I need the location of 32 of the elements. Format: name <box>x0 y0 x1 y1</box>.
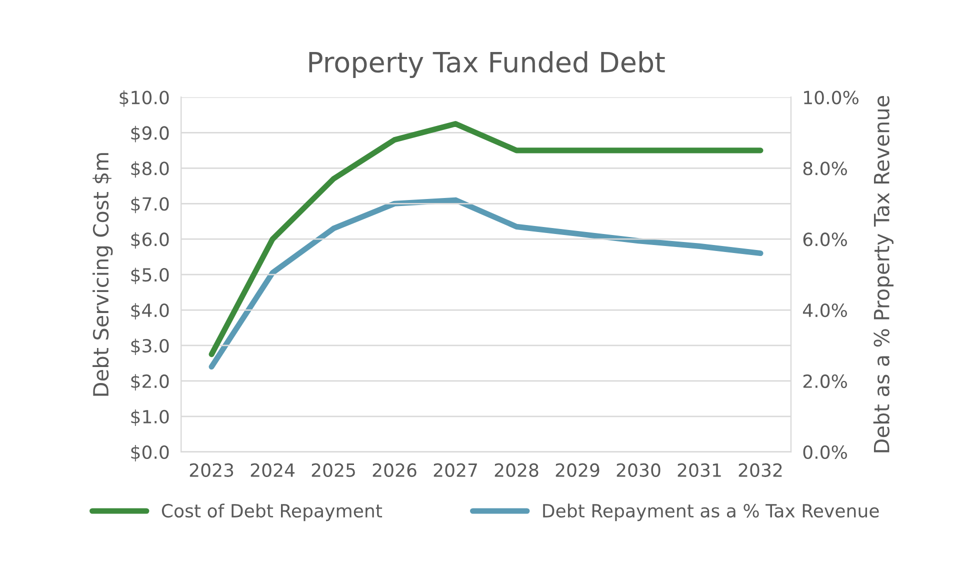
y-tick-label: $1.0 <box>131 410 169 426</box>
x-tick-label: 2024 <box>250 463 295 477</box>
y2-tick-label: 4.0% <box>802 303 847 318</box>
y-tick-label: $0.0 <box>131 445 169 462</box>
y-tick-label: $6.0 <box>131 232 169 249</box>
x-tick-label: 2030 <box>616 463 660 477</box>
chart-title: Property Tax Funded Debt <box>309 51 665 78</box>
y2-tick-label: 8.0% <box>803 162 847 176</box>
x-tick-label: 2026 <box>372 463 416 477</box>
x-tick-label: 2029 <box>556 463 600 477</box>
x-tick-label: 2032 <box>738 463 782 477</box>
x-tick-label: 2028 <box>494 463 538 477</box>
y2-tick-label: 0.0% <box>803 445 847 459</box>
y-tick-label: $4.0 <box>131 303 169 320</box>
y-tick-label: $9.0 <box>131 126 169 142</box>
y2-tick-label: 2.0% <box>803 374 847 388</box>
x-tick-label: 2023 <box>190 463 234 477</box>
y-tick-label: $5.0 <box>131 268 169 284</box>
y-axis-title: Debt Servicing Cost $m <box>92 153 113 396</box>
x-tick-label: 2025 <box>312 463 355 477</box>
y-tick-label: $2.0 <box>131 374 169 390</box>
legend-label: Cost of Debt Repayment <box>162 504 382 522</box>
y-tick-label: $10.0 <box>120 90 169 107</box>
x-tick-label: 2027 <box>434 463 477 477</box>
y2-tick-label: 10.0% <box>804 90 858 104</box>
x-tick-label: 2031 <box>678 463 721 477</box>
y-tick-label: $8.0 <box>131 161 169 178</box>
y2-axis-title: Debt as a % Property Tax Revenue <box>873 96 894 452</box>
y-tick-label: $7.0 <box>131 196 169 214</box>
y2-tick-label: 6.0% <box>803 232 847 246</box>
y-tick-label: $3.0 <box>131 338 169 355</box>
legend-label: Debt Repayment as a % Tax Revenue <box>543 504 879 522</box>
